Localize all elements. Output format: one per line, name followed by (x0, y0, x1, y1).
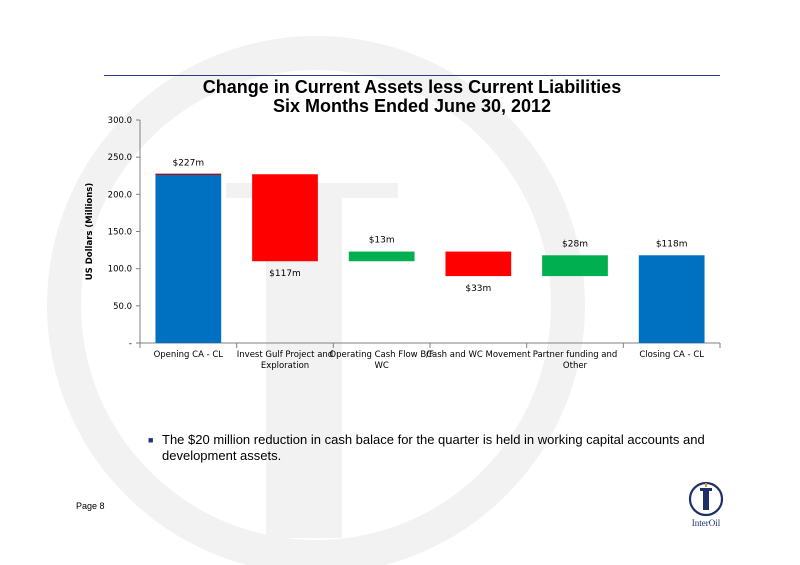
y-axis-title: US Dollars (Millions) (85, 183, 95, 281)
note-text: The $20 million reduction in cash balace… (162, 432, 705, 463)
bar-increase (542, 255, 608, 277)
bar-total (638, 255, 705, 343)
chart-title-line-1: Change in Current Assets less Current Li… (202, 77, 622, 97)
y-tick-label: 200.0 (108, 190, 132, 200)
logo-wordmark: InterOil (691, 518, 721, 528)
y-tick-label: 250.0 (108, 153, 132, 163)
data-label: $117m (269, 269, 301, 279)
chart-title: Change in Current Assets less Current Li… (104, 78, 720, 116)
bar-increase (348, 251, 415, 262)
bullet-square-icon: ■ (148, 435, 154, 445)
data-label: $13m (369, 236, 395, 246)
y-tick-label: - (129, 339, 132, 349)
x-category-label: Partner funding and (533, 350, 618, 360)
bar-decrease (445, 251, 512, 277)
interoil-emblem-icon (688, 481, 724, 517)
x-category-label: Invest Gulf Project and (237, 350, 333, 360)
note-bullet: ■ The $20 million reduction in cash bala… (148, 432, 708, 464)
y-tick-label: 100.0 (108, 265, 132, 275)
x-category-label: Other (563, 361, 588, 371)
x-category-label: Cash and WC Movement (426, 350, 531, 360)
title-rule (104, 75, 720, 76)
data-label: $33m (465, 284, 491, 294)
data-label: $28m (562, 239, 588, 249)
bar-total (155, 174, 222, 343)
y-tick-label: 50.0 (113, 302, 132, 312)
y-tick-label: 150.0 (108, 228, 132, 238)
page-number: Page 8 (76, 501, 105, 511)
interoil-logo: InterOil (680, 480, 732, 530)
chart-title-line-2: Six Months Ended June 30, 2012 (272, 96, 552, 116)
x-category-label: Operating Cash Flow B/F (329, 350, 434, 360)
x-category-label: WC (374, 361, 388, 371)
data-label: $227m (172, 158, 204, 168)
x-category-label: Closing CA - CL (639, 350, 704, 360)
x-category-label: Exploration (261, 361, 309, 371)
data-label: $118m (656, 239, 688, 249)
x-category-label: Opening CA - CL (154, 350, 224, 360)
bar-decrease (252, 174, 318, 262)
y-tick-label: 300.0 (108, 116, 132, 126)
